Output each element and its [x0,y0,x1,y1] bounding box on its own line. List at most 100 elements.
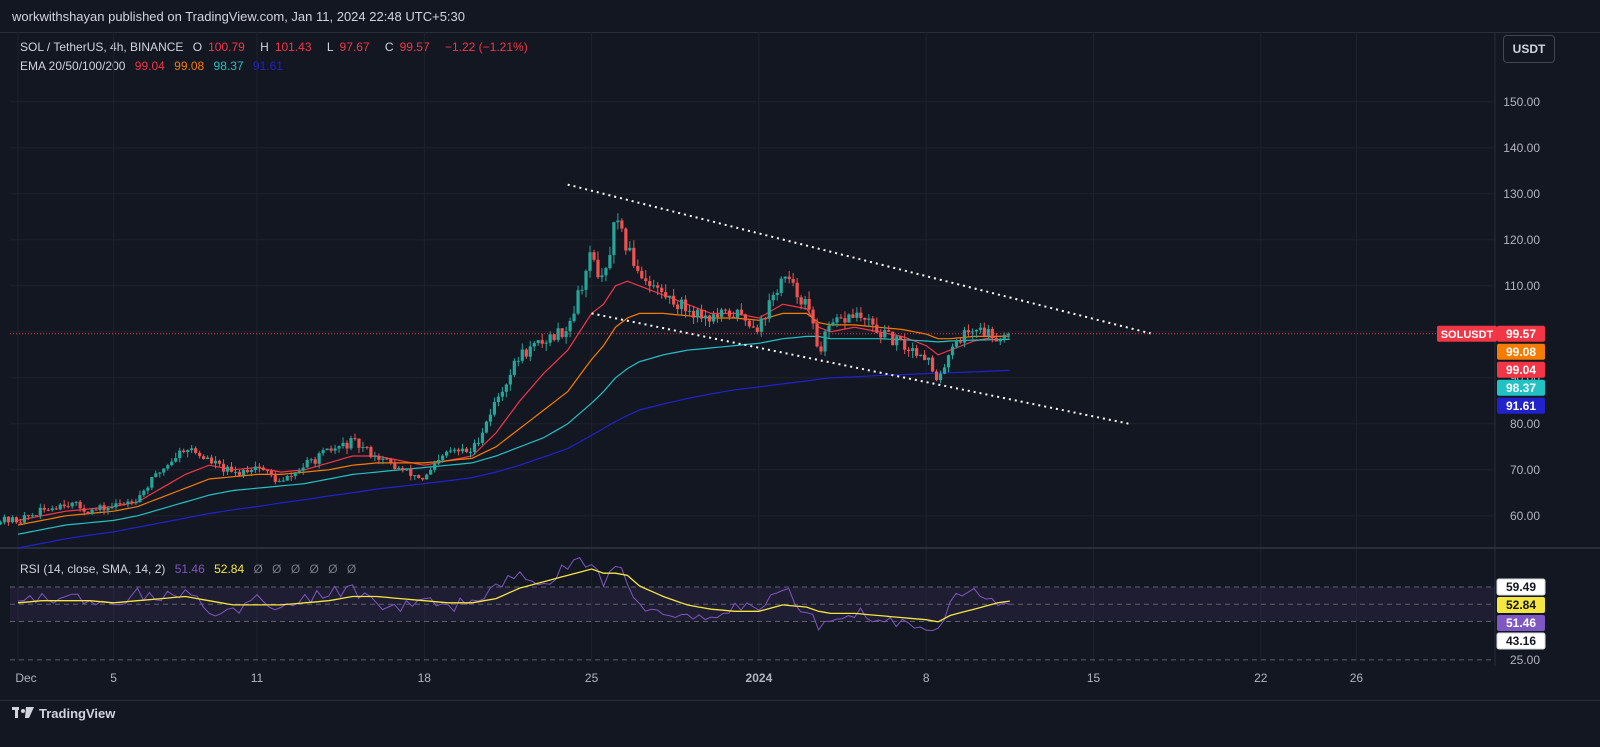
rsi-extra-0: Ø [253,562,263,576]
candle-up [504,384,508,392]
candle-up [186,450,190,453]
time-tick-label: 8 [923,671,930,685]
candle-down [787,276,791,280]
price-tag [1497,343,1545,360]
rsi-extra-4: Ø [328,562,338,576]
candle-down [456,449,461,452]
candle-up [508,374,512,385]
candle-down [421,477,425,480]
candle-down [82,508,86,512]
trendlines[interactable] [10,183,1495,425]
candle-up [500,391,504,397]
candle-up [22,515,26,523]
candle-up [213,460,218,464]
candle-up [297,470,301,473]
candle-up [771,294,775,301]
candle-up [337,446,341,449]
candle-up [779,278,783,293]
candle-down [14,517,19,523]
price-tag-label: 99.04 [1506,363,1536,377]
candle-down [182,450,186,453]
candle-down [385,458,389,460]
candles [0,213,1010,526]
candle-down [899,336,903,340]
candle-down [118,503,122,505]
candle-up [867,318,871,320]
rsi-extra-5: Ø [346,562,357,576]
price-axis[interactable]: 150.00140.00130.00120.00110.00100.0090.0… [1503,95,1540,667]
price-tag [1497,379,1545,396]
candle-down [369,447,373,458]
price-tag [1497,361,1545,378]
candle-up [341,442,345,447]
candle-up [397,467,401,469]
candle-down [221,463,226,472]
high-label: H [260,40,269,54]
candle-down [46,509,50,511]
high-value: 101.43 [274,40,312,54]
candle-down [763,318,767,320]
candle-down [930,357,935,372]
rsi-tag-label: 43.16 [1506,634,1536,648]
candle-up [823,331,827,352]
candle-up [448,450,453,452]
candle-down [691,310,696,318]
candle-down [994,338,998,342]
candle-down [94,509,98,511]
ema-legend[interactable]: EMA 20/50/100/200 99.04 99.08 98.37 91.6… [20,59,289,73]
low-value: 97.67 [339,40,370,54]
candle-up [516,360,520,362]
price-chart[interactable]: 150.00140.00130.00120.00110.00100.0090.0… [0,32,1600,698]
candle-up [150,476,154,488]
candle-up [783,276,787,279]
rsi-value: 51.46 [174,562,205,576]
candle-down [656,285,660,288]
candle-up [437,459,441,464]
time-tick-label: Dec [15,671,36,685]
candle-up [735,309,739,318]
candle-up [827,325,831,332]
candle-up [361,446,365,448]
candle-up [703,315,708,319]
candle-up [532,343,536,347]
symbol-name[interactable]: SOL / TetherUS, 4h, BINANCE [20,40,184,54]
candle-down [891,331,895,346]
candle-down [86,511,90,514]
tradingview-logo[interactable]: TradingView [12,703,115,723]
time-tick-label: 25 [585,671,599,685]
candle-down [843,318,847,323]
candle-down [875,324,879,333]
candle-up [277,481,281,483]
candle-up [568,321,572,332]
candle-down [401,467,405,471]
candle-up [134,502,138,504]
candle-up [919,354,923,356]
symbol-legend[interactable]: SOL / TetherUS, 4h, BINANCE O 100.79 H 101… [20,40,534,54]
currency-button[interactable]: USDT [1503,35,1555,63]
time-tick-label: 18 [418,671,432,685]
candle-down [269,470,273,476]
candle-up [584,270,588,290]
candle-down [229,466,234,472]
candle-up [668,295,672,298]
candle-up [425,474,429,480]
rsi-panel [10,586,1495,661]
rsi-tag-label: 52.84 [1506,598,1536,612]
footer-bar [0,700,1600,747]
candle-up [496,396,500,403]
trendline-1[interactable] [591,312,1130,425]
candle-up [74,501,78,503]
candle-up [58,504,62,510]
rsi-legend[interactable]: RSI (14, close, SMA, 14, 2) 51.46 52.84 … [20,562,362,576]
candle-up [114,503,118,508]
candle-down [990,329,994,339]
candle-down [245,470,250,473]
time-axis[interactable]: Dec 5 11 18 25 2024 8 15 22 26 [15,671,1363,685]
ema-label[interactable]: EMA 20/50/100/200 [20,59,126,73]
candle-down [237,471,242,476]
candle-up [445,451,449,456]
candle-down [42,507,46,510]
candle-up [536,340,540,344]
candle-down [839,317,843,319]
rsi-label[interactable]: RSI (14, close, SMA, 14, 2) [20,562,166,576]
